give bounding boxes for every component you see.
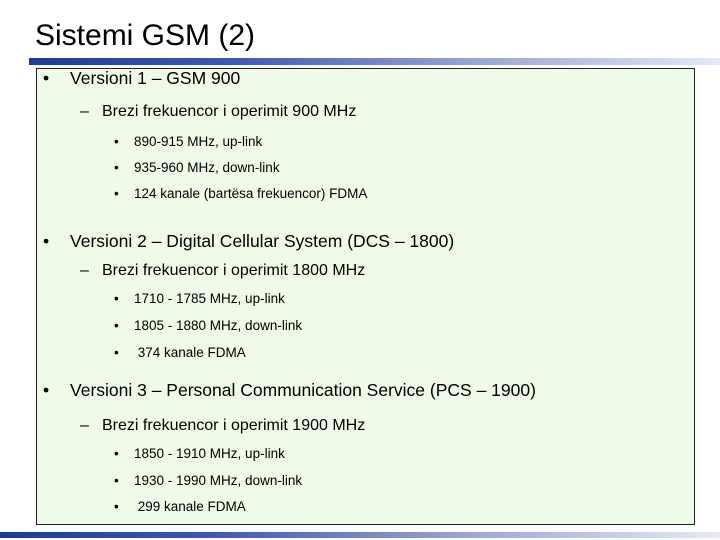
section-1-heading: • Versioni 1 – GSM 900 [43, 68, 240, 89]
list-item: • 1850 - 1910 MHz, up-link [114, 446, 285, 461]
item-text: 124 kanale (bartësa frekuencor) FDMA [134, 186, 368, 201]
slide-title: Sistemi GSM (2) [35, 19, 256, 52]
list-item: • 374 kanale FDMA [114, 345, 246, 360]
item-text: 299 kanale FDMA [134, 499, 246, 514]
section-2-heading: • Versioni 2 – Digital Cellular System (D… [43, 231, 454, 252]
bullet-marker: • [43, 68, 50, 88]
content-box [36, 68, 695, 525]
bullet-marker: • [114, 473, 119, 488]
bullet-marker: • [114, 291, 119, 306]
item-text: 1850 - 1910 MHz, up-link [134, 446, 285, 461]
section-1-sub: – Brezi frekuencor i operimit 900 MHz [80, 103, 356, 121]
item-text: 374 kanale FDMA [134, 345, 246, 360]
list-item: • 299 kanale FDMA [114, 499, 246, 514]
bullet-marker: • [114, 160, 119, 175]
dash-marker: – [80, 103, 89, 120]
sub-text: Brezi frekuencor i operimit 1900 MHz [102, 417, 366, 434]
item-text: 1930 - 1990 MHz, down-link [134, 473, 303, 488]
list-item: • 890-915 MHz, up-link [114, 134, 262, 149]
section-3-heading: • Versioni 3 – Personal Communication Ser… [43, 380, 536, 401]
section-3-sub: – Brezi frekuencor i operimit 1900 MHz [80, 417, 365, 435]
item-text: 890-915 MHz, up-link [134, 134, 263, 149]
list-item: • 124 kanale (bartësa frekuencor) FDMA [114, 186, 367, 201]
bullet-marker: • [43, 231, 50, 251]
bullet-marker: • [114, 345, 119, 360]
bullet-marker: • [114, 134, 119, 149]
item-text: 1710 - 1785 MHz, up-link [134, 291, 285, 306]
section-heading-text: Versioni 3 – Personal Communication Serv… [70, 380, 536, 400]
bullet-marker: • [43, 380, 50, 400]
bullet-marker: • [114, 318, 119, 333]
list-item: • 1930 - 1990 MHz, down-link [114, 473, 302, 488]
sub-text: Brezi frekuencor i operimit 1800 MHz [102, 262, 366, 279]
list-item: • 935-960 MHz, down-link [114, 160, 280, 175]
dash-marker: – [80, 262, 89, 279]
section-heading-text: Versioni 2 – Digital Cellular System (DC… [70, 231, 455, 251]
footer-rule [0, 532, 720, 538]
sub-text: Brezi frekuencor i operimit 900 MHz [102, 103, 357, 120]
list-item: • 1805 - 1880 MHz, down-link [114, 318, 302, 333]
bullet-marker: • [114, 446, 119, 461]
list-item: • 1710 - 1785 MHz, up-link [114, 291, 285, 306]
section-2-sub: – Brezi frekuencor i operimit 1800 MHz [80, 262, 365, 280]
title-underline [29, 58, 720, 65]
bullet-marker: • [114, 186, 119, 201]
section-heading-text: Versioni 1 – GSM 900 [70, 68, 241, 88]
item-text: 935-960 MHz, down-link [134, 160, 280, 175]
dash-marker: – [80, 417, 89, 434]
bullet-marker: • [114, 499, 119, 514]
item-text: 1805 - 1880 MHz, down-link [134, 318, 303, 333]
